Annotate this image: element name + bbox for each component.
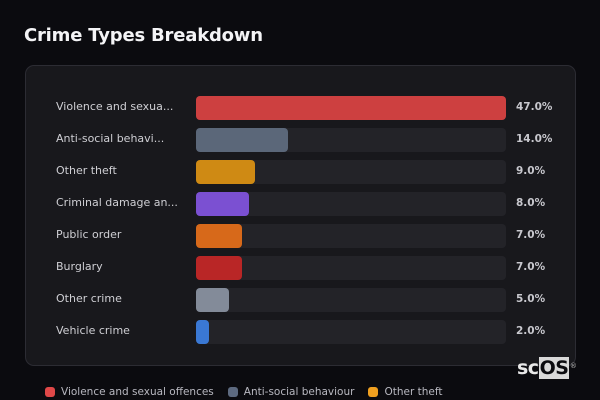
bar-value: 47.0% — [516, 101, 553, 113]
bar-value: 8.0% — [516, 197, 546, 209]
bar-fill[interactable] — [196, 128, 289, 152]
bar-row: Other crime 5.0% — [26, 288, 575, 312]
legend-item[interactable]: Other theft — [368, 386, 442, 398]
bar-track — [196, 224, 506, 248]
bar-value: 5.0% — [516, 293, 546, 305]
bar-track — [196, 256, 506, 280]
legend-item[interactable]: Violence and sexual offences — [45, 386, 214, 398]
legend-item[interactable]: Anti-social behaviour — [227, 386, 355, 398]
bar-fill[interactable] — [196, 256, 243, 280]
bar-value: 14.0% — [516, 133, 553, 145]
bar-fill[interactable] — [196, 288, 229, 312]
bar-row: Violence and sexua... 47.0% — [26, 96, 575, 120]
scos-logo: scOS ® — [517, 357, 577, 379]
bar-track — [196, 128, 506, 152]
legend-swatch-icon — [368, 387, 379, 397]
bar-fill[interactable] — [196, 96, 506, 120]
bar-fill[interactable] — [196, 320, 210, 344]
page-title: Crime Types Breakdown — [24, 25, 263, 46]
bar-label: Vehicle crime — [56, 324, 130, 337]
bar-track — [196, 96, 506, 120]
bar-row: Other theft 9.0% — [26, 160, 575, 184]
bar-label: Other theft — [56, 164, 117, 177]
legend-label: Anti-social behaviour — [243, 386, 355, 398]
legend-swatch-icon — [227, 387, 238, 397]
bar-row: Public order 7.0% — [26, 224, 575, 248]
bar-label: Criminal damage an... — [56, 196, 178, 209]
chart-card: Violence and sexua... 47.0% Anti-social be… — [25, 65, 576, 366]
bar-track — [196, 160, 506, 184]
logo-text-sc: sc — [517, 357, 539, 379]
bar-label: Anti-social behavi... — [56, 132, 165, 145]
bar-value: 7.0% — [516, 229, 546, 241]
legend-label: Other theft — [384, 386, 443, 398]
bar-track — [196, 192, 506, 216]
registered-mark: ® — [569, 362, 577, 370]
bar-value: 2.0% — [516, 325, 546, 337]
bar-label: Public order — [56, 228, 122, 241]
logo-text-os: OS — [538, 357, 570, 379]
bar-label: Violence and sexua... — [56, 100, 174, 113]
bar-track — [196, 288, 506, 312]
bar-row: Criminal damage an... 8.0% — [26, 192, 575, 216]
bar-value: 7.0% — [516, 261, 546, 273]
bar-fill[interactable] — [196, 192, 249, 216]
chart-legend: Violence and sexual offences Anti-social … — [45, 386, 442, 398]
bar-track — [196, 320, 506, 344]
legend-label: Violence and sexual offences — [61, 386, 214, 398]
legend-swatch-icon — [45, 387, 55, 397]
bar-label: Burglary — [56, 260, 103, 273]
bar-fill[interactable] — [196, 160, 256, 184]
bar-row: Anti-social behavi... 14.0% — [26, 128, 575, 152]
bar-value: 9.0% — [516, 165, 546, 177]
bar-row: Vehicle crime 2.0% — [26, 320, 575, 344]
bar-fill[interactable] — [196, 224, 243, 248]
bar-row: Burglary 7.0% — [26, 256, 575, 280]
bar-label: Other crime — [56, 292, 122, 305]
